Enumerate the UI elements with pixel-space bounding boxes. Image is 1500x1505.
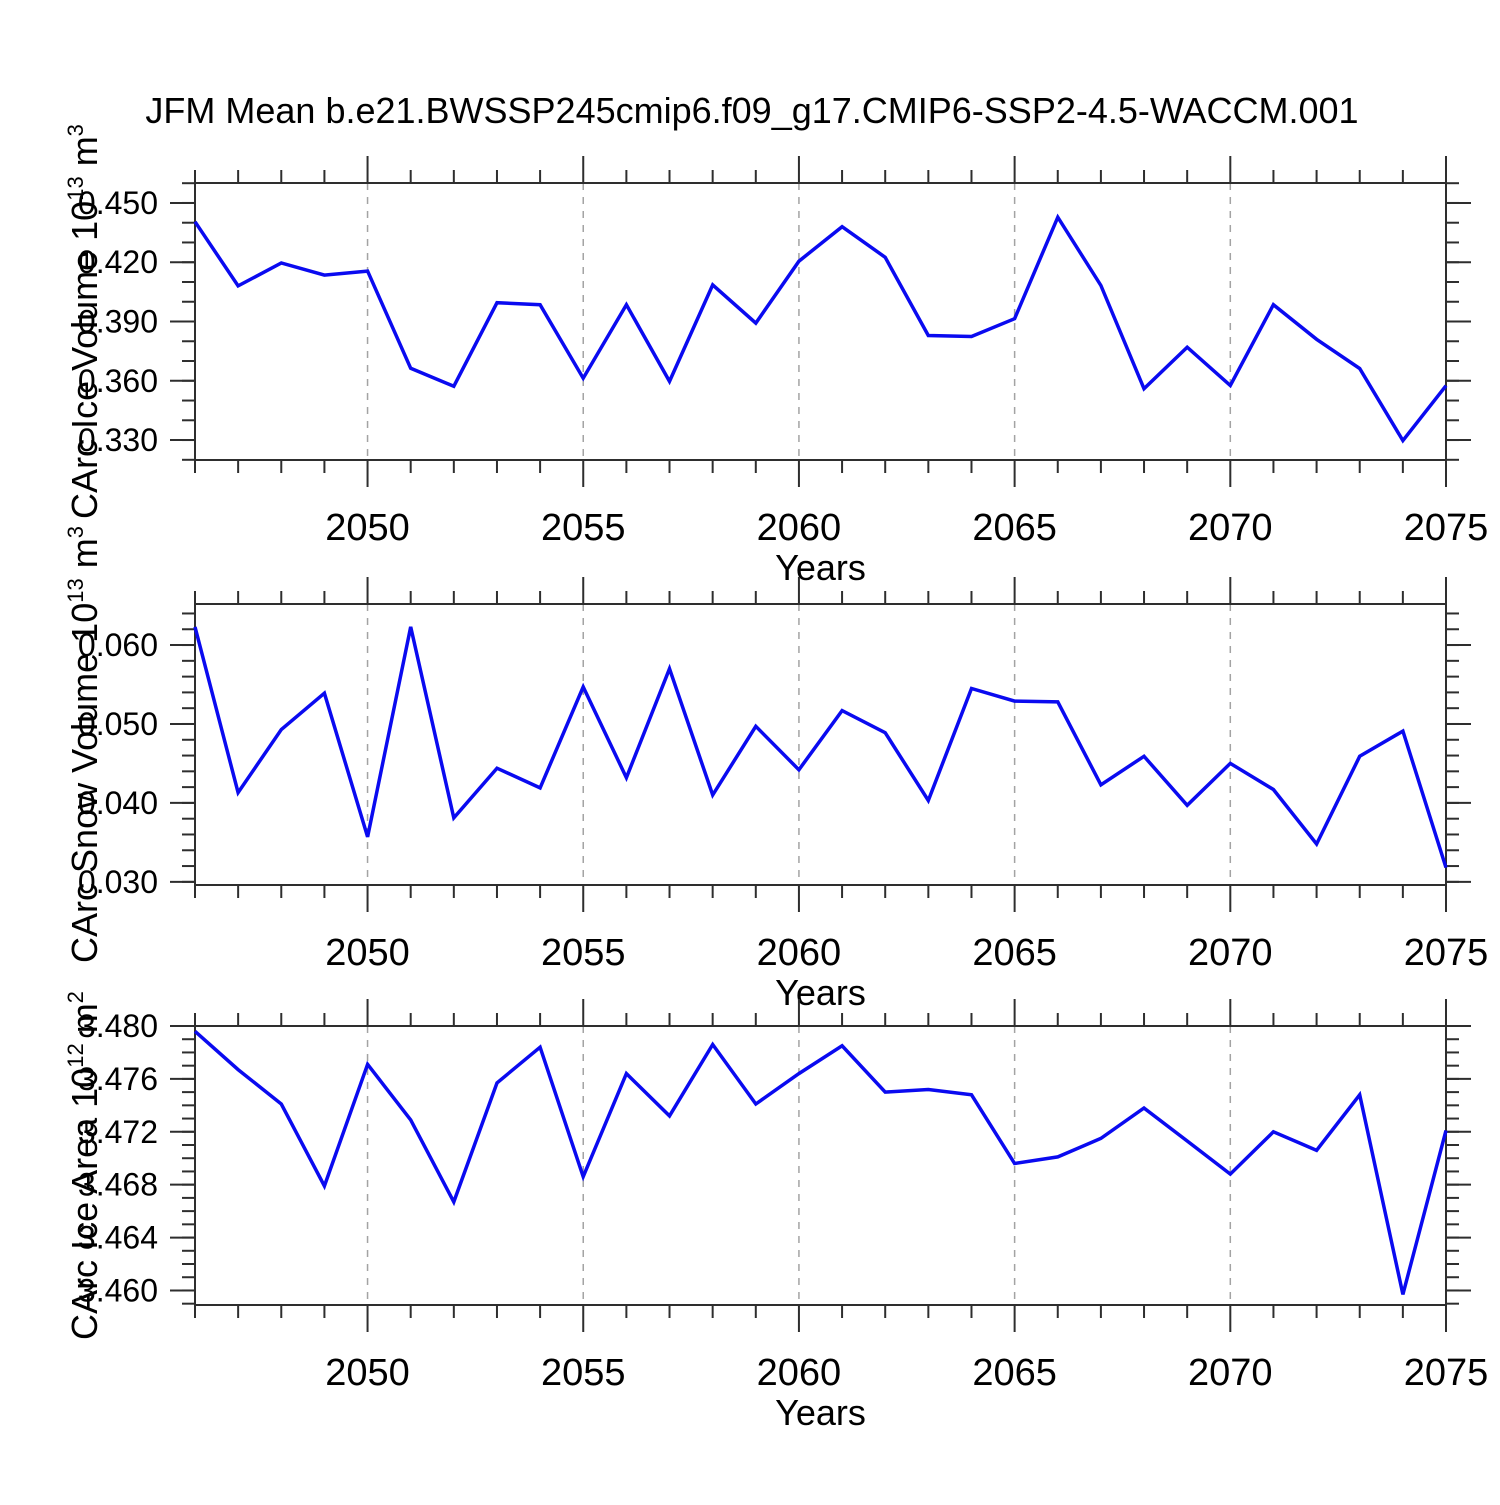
panels: 0.450 0.420 0.390 0.360 0.330 2050 2055 2060 206… <box>63 124 1488 1433</box>
svg-text:2055: 2055 <box>541 932 626 974</box>
svg-text:2070: 2070 <box>1188 932 1273 974</box>
svg-text:3.472: 3.472 <box>78 1114 158 1150</box>
y-axis-title: CArc Snow Volume 1013​ m3​ <box>63 526 105 963</box>
gridlines <box>366 604 1232 885</box>
ice-area-line <box>193 1029 1448 1295</box>
svg-text:2075: 2075 <box>1404 507 1489 549</box>
svg-text:3.480: 3.480 <box>78 1008 158 1044</box>
svg-text:2055: 2055 <box>541 1352 626 1394</box>
svg-text:2075: 2075 <box>1404 1352 1489 1394</box>
panel-snow-volume: 0.060 0.050 0.040 0.030 2050 2055 2060 2065 2070… <box>63 526 1488 1013</box>
svg-text:0.360: 0.360 <box>78 363 158 399</box>
axis-ticks <box>170 577 1471 912</box>
svg-text:2065: 2065 <box>972 932 1057 974</box>
gridlines <box>366 183 1232 460</box>
y-axis-title: CArc Ice Volume 1013​ m3​ <box>63 124 105 519</box>
panel-ice-volume: 0.450 0.420 0.390 0.360 0.330 2050 2055 2060 206… <box>63 124 1488 588</box>
x-tick-labels: 2050 2055 2060 2065 2070 2075 <box>325 1352 1488 1394</box>
x-tick-labels: 2050 2055 2060 2065 2070 2075 <box>325 932 1488 974</box>
axis-ticks <box>170 156 1471 487</box>
svg-text:2060: 2060 <box>757 507 842 549</box>
svg-text:2070: 2070 <box>1188 507 1273 549</box>
x-axis-title: Years <box>775 972 866 1013</box>
plot-border <box>194 182 1447 461</box>
svg-text:2050: 2050 <box>325 507 410 549</box>
svg-text:0.030: 0.030 <box>78 864 158 900</box>
y-tick-labels: 0.060 0.050 0.040 0.030 <box>78 627 158 900</box>
x-axis-title: Years <box>775 547 866 588</box>
x-axis-title: Years <box>775 1392 866 1433</box>
svg-text:0.450: 0.450 <box>78 185 158 221</box>
svg-text:0.420: 0.420 <box>78 244 158 280</box>
svg-text:0.040: 0.040 <box>78 785 158 821</box>
svg-text:2055: 2055 <box>541 507 626 549</box>
svg-text:0.330: 0.330 <box>78 422 158 458</box>
svg-text:2075: 2075 <box>1404 932 1489 974</box>
svg-text:3.468: 3.468 <box>78 1167 158 1203</box>
svg-text:3.460: 3.460 <box>78 1272 158 1308</box>
svg-text:0.390: 0.390 <box>78 304 158 340</box>
figure-title: JFM Mean b.e21.BWSSP245cmip6.f09_g17.CMI… <box>145 90 1358 131</box>
ice-volume-line <box>193 213 1448 444</box>
svg-text:2050: 2050 <box>325 1352 410 1394</box>
y-tick-labels: 0.450 0.420 0.390 0.360 0.330 <box>78 185 158 458</box>
svg-text:0.050: 0.050 <box>78 706 158 742</box>
svg-text:2060: 2060 <box>757 932 842 974</box>
y-axis-title: CArc Ice Area 1012​ m2​ <box>63 991 105 1340</box>
svg-text:2060: 2060 <box>757 1352 842 1394</box>
svg-text:2070: 2070 <box>1188 1352 1273 1394</box>
svg-text:3.464: 3.464 <box>78 1220 158 1256</box>
svg-text:0.060: 0.060 <box>78 627 158 663</box>
svg-text:2065: 2065 <box>972 507 1057 549</box>
x-tick-labels: 2050 2055 2060 2065 2070 2075 <box>325 507 1488 549</box>
gridlines <box>366 1026 1232 1305</box>
svg-text:3.476: 3.476 <box>78 1061 158 1097</box>
plot-border <box>194 1025 1447 1306</box>
svg-text:2050: 2050 <box>325 932 410 974</box>
plot-border <box>194 603 1447 886</box>
snow-volume-line <box>193 626 1448 869</box>
y-tick-labels: 3.480 3.476 3.472 3.468 3.464 3.460 <box>78 1008 158 1308</box>
svg-text:2065: 2065 <box>972 1352 1057 1394</box>
axis-ticks <box>170 999 1471 1332</box>
